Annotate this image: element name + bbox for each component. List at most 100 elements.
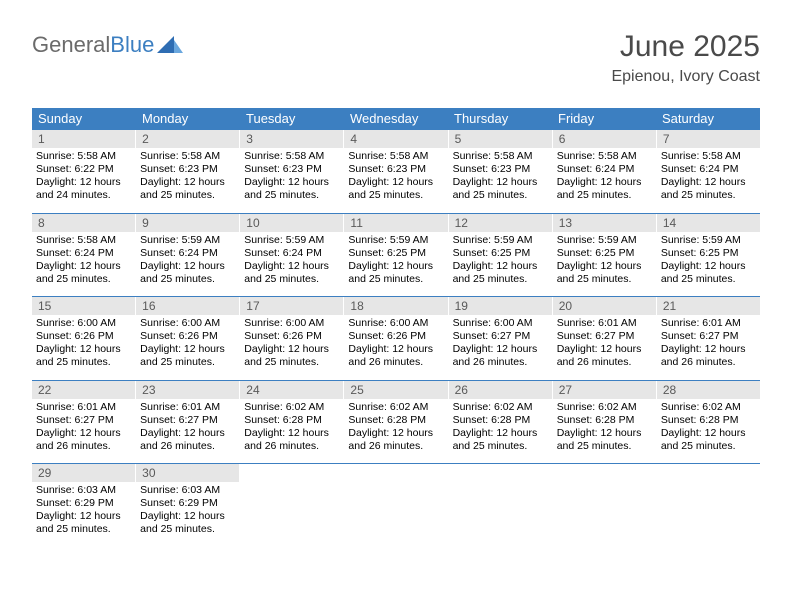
brand-part2: Blue xyxy=(110,32,154,58)
date-number: 23 xyxy=(136,381,239,399)
sunrise-text: Sunrise: 6:00 AM xyxy=(140,317,235,330)
day-body: Sunrise: 5:59 AMSunset: 6:25 PMDaylight:… xyxy=(553,232,656,297)
sunset-text: Sunset: 6:26 PM xyxy=(348,330,443,343)
sunrise-text: Sunrise: 5:59 AM xyxy=(557,234,652,247)
daylight-text: Daylight: 12 hours and 25 minutes. xyxy=(661,260,756,286)
date-number: 13 xyxy=(553,214,656,232)
sunset-text: Sunset: 6:25 PM xyxy=(453,247,548,260)
date-number: 30 xyxy=(136,464,239,482)
day-cell: 18Sunrise: 6:00 AMSunset: 6:26 PMDayligh… xyxy=(344,297,448,380)
day-cell: 10Sunrise: 5:59 AMSunset: 6:24 PMDayligh… xyxy=(240,214,344,297)
day-body: Sunrise: 6:00 AMSunset: 6:26 PMDaylight:… xyxy=(344,315,447,380)
daylight-text: Daylight: 12 hours and 26 minutes. xyxy=(140,427,235,453)
day-body: Sunrise: 6:02 AMSunset: 6:28 PMDaylight:… xyxy=(449,399,552,464)
brand-part1: General xyxy=(32,32,110,58)
sunrise-text: Sunrise: 5:58 AM xyxy=(453,150,548,163)
sunrise-text: Sunrise: 6:01 AM xyxy=(140,401,235,414)
day-body: Sunrise: 5:59 AMSunset: 6:25 PMDaylight:… xyxy=(657,232,760,297)
date-number: 22 xyxy=(32,381,135,399)
day-cell: 28Sunrise: 6:02 AMSunset: 6:28 PMDayligh… xyxy=(657,381,760,464)
date-number: 25 xyxy=(344,381,447,399)
day-cell: 30Sunrise: 6:03 AMSunset: 6:29 PMDayligh… xyxy=(136,464,240,547)
week-row: 8Sunrise: 5:58 AMSunset: 6:24 PMDaylight… xyxy=(32,213,760,297)
daylight-text: Daylight: 12 hours and 25 minutes. xyxy=(661,176,756,202)
daylight-text: Daylight: 12 hours and 25 minutes. xyxy=(140,260,235,286)
day-cell: 3Sunrise: 5:58 AMSunset: 6:23 PMDaylight… xyxy=(240,130,344,213)
daylight-text: Daylight: 12 hours and 25 minutes. xyxy=(36,510,131,536)
daylight-text: Daylight: 12 hours and 26 minutes. xyxy=(348,343,443,369)
sunrise-text: Sunrise: 5:58 AM xyxy=(140,150,235,163)
sunset-text: Sunset: 6:25 PM xyxy=(348,247,443,260)
day-body: Sunrise: 5:58 AMSunset: 6:23 PMDaylight:… xyxy=(449,148,552,213)
sunset-text: Sunset: 6:29 PM xyxy=(140,497,235,510)
page-title: June 2025 xyxy=(611,30,760,64)
day-body: Sunrise: 5:58 AMSunset: 6:24 PMDaylight:… xyxy=(32,232,135,297)
day-cell: 29Sunrise: 6:03 AMSunset: 6:29 PMDayligh… xyxy=(32,464,136,547)
daylight-text: Daylight: 12 hours and 25 minutes. xyxy=(348,260,443,286)
day-cell: 19Sunrise: 6:00 AMSunset: 6:27 PMDayligh… xyxy=(449,297,553,380)
sunset-text: Sunset: 6:27 PM xyxy=(140,414,235,427)
day-cell: 13Sunrise: 5:59 AMSunset: 6:25 PMDayligh… xyxy=(553,214,657,297)
day-body: Sunrise: 5:59 AMSunset: 6:24 PMDaylight:… xyxy=(240,232,343,297)
date-number: 15 xyxy=(32,297,135,315)
day-body: Sunrise: 6:01 AMSunset: 6:27 PMDaylight:… xyxy=(32,399,135,464)
day-body: Sunrise: 5:58 AMSunset: 6:22 PMDaylight:… xyxy=(32,148,135,213)
day-body: Sunrise: 5:58 AMSunset: 6:24 PMDaylight:… xyxy=(657,148,760,213)
weekday-label: Tuesday xyxy=(240,108,344,129)
brand-mark-icon xyxy=(157,36,183,54)
date-number: 6 xyxy=(553,130,656,148)
title-block: June 2025 Epienou, Ivory Coast xyxy=(611,30,760,86)
day-body: Sunrise: 5:58 AMSunset: 6:23 PMDaylight:… xyxy=(136,148,239,213)
day-body: Sunrise: 6:02 AMSunset: 6:28 PMDaylight:… xyxy=(657,399,760,464)
sunset-text: Sunset: 6:23 PM xyxy=(348,163,443,176)
sunset-text: Sunset: 6:24 PM xyxy=(36,247,131,260)
day-cell: 15Sunrise: 6:00 AMSunset: 6:26 PMDayligh… xyxy=(32,297,136,380)
calendar-table: SundayMondayTuesdayWednesdayThursdayFrid… xyxy=(32,108,760,547)
day-body: Sunrise: 6:00 AMSunset: 6:26 PMDaylight:… xyxy=(32,315,135,380)
date-number: 20 xyxy=(553,297,656,315)
day-body: Sunrise: 5:58 AMSunset: 6:23 PMDaylight:… xyxy=(240,148,343,213)
sunset-text: Sunset: 6:28 PM xyxy=(661,414,756,427)
daylight-text: Daylight: 12 hours and 26 minutes. xyxy=(557,343,652,369)
day-cell: 23Sunrise: 6:01 AMSunset: 6:27 PMDayligh… xyxy=(136,381,240,464)
sunrise-text: Sunrise: 6:00 AM xyxy=(348,317,443,330)
day-cell: 12Sunrise: 5:59 AMSunset: 6:25 PMDayligh… xyxy=(449,214,553,297)
daylight-text: Daylight: 12 hours and 26 minutes. xyxy=(348,427,443,453)
weekday-label: Wednesday xyxy=(344,108,448,129)
daylight-text: Daylight: 12 hours and 25 minutes. xyxy=(244,260,339,286)
day-cell: 9Sunrise: 5:59 AMSunset: 6:24 PMDaylight… xyxy=(136,214,240,297)
sunset-text: Sunset: 6:28 PM xyxy=(557,414,652,427)
date-number: 26 xyxy=(449,381,552,399)
sunset-text: Sunset: 6:24 PM xyxy=(661,163,756,176)
daylight-text: Daylight: 12 hours and 25 minutes. xyxy=(140,343,235,369)
day-cell: 16Sunrise: 6:00 AMSunset: 6:26 PMDayligh… xyxy=(136,297,240,380)
sunset-text: Sunset: 6:24 PM xyxy=(557,163,652,176)
date-number: 8 xyxy=(32,214,135,232)
brand-logo: GeneralBlue xyxy=(32,32,183,58)
sunrise-text: Sunrise: 5:59 AM xyxy=(453,234,548,247)
sunset-text: Sunset: 6:25 PM xyxy=(661,247,756,260)
day-cell: 1Sunrise: 5:58 AMSunset: 6:22 PMDaylight… xyxy=(32,130,136,213)
sunrise-text: Sunrise: 5:58 AM xyxy=(244,150,339,163)
sunrise-text: Sunrise: 6:01 AM xyxy=(661,317,756,330)
sunset-text: Sunset: 6:23 PM xyxy=(244,163,339,176)
daylight-text: Daylight: 12 hours and 25 minutes. xyxy=(36,343,131,369)
date-number: 9 xyxy=(136,214,239,232)
day-body: Sunrise: 6:01 AMSunset: 6:27 PMDaylight:… xyxy=(136,399,239,464)
day-cell: 17Sunrise: 6:00 AMSunset: 6:26 PMDayligh… xyxy=(240,297,344,380)
date-number: 5 xyxy=(449,130,552,148)
day-body: Sunrise: 6:02 AMSunset: 6:28 PMDaylight:… xyxy=(240,399,343,464)
sunrise-text: Sunrise: 5:58 AM xyxy=(557,150,652,163)
date-number: 17 xyxy=(240,297,343,315)
sunset-text: Sunset: 6:29 PM xyxy=(36,497,131,510)
day-body: Sunrise: 6:00 AMSunset: 6:26 PMDaylight:… xyxy=(136,315,239,380)
week-row: 29Sunrise: 6:03 AMSunset: 6:29 PMDayligh… xyxy=(32,463,760,547)
weekday-label: Saturday xyxy=(656,108,760,129)
date-number: 27 xyxy=(553,381,656,399)
daylight-text: Daylight: 12 hours and 25 minutes. xyxy=(557,260,652,286)
sunset-text: Sunset: 6:26 PM xyxy=(140,330,235,343)
weekday-label: Sunday xyxy=(32,108,136,129)
week-row: 15Sunrise: 6:00 AMSunset: 6:26 PMDayligh… xyxy=(32,296,760,380)
day-cell xyxy=(657,464,760,547)
daylight-text: Daylight: 12 hours and 25 minutes. xyxy=(557,427,652,453)
